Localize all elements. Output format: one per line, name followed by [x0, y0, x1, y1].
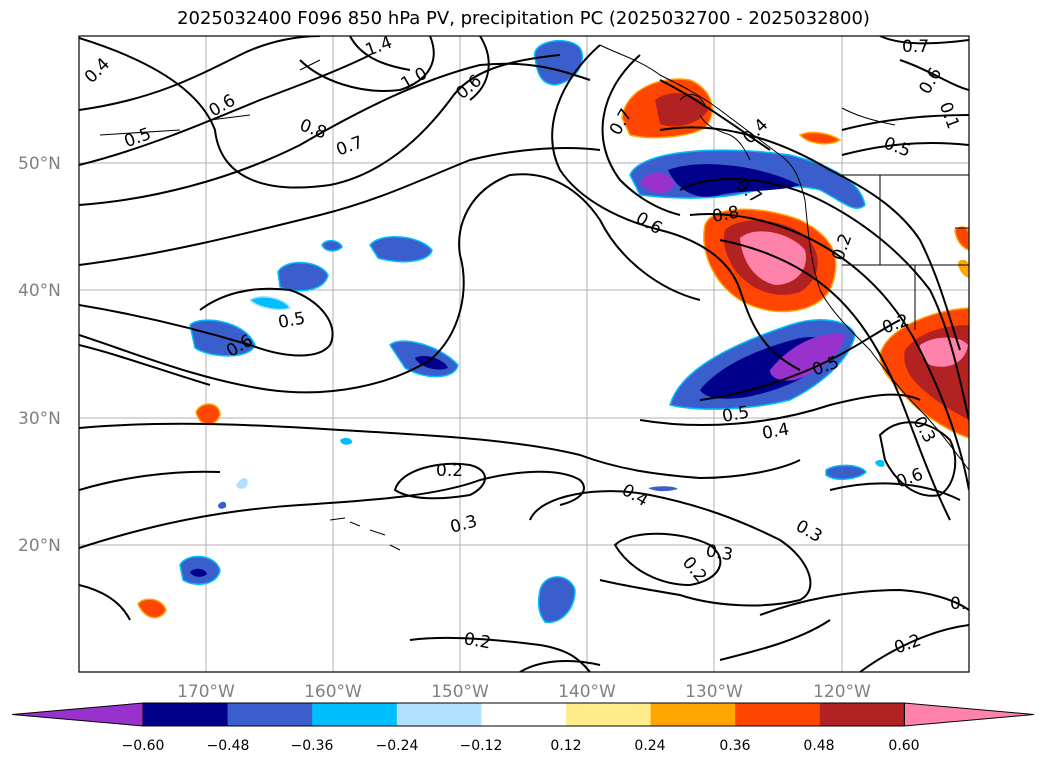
colorbar-cell: [227, 703, 313, 726]
colorbar-cell: [819, 703, 905, 726]
lat-label: 30°N: [18, 409, 61, 429]
contour-label: 0.2: [462, 629, 492, 653]
positive-precip-pc-shading: [137, 78, 969, 619]
colorbar-extend-high: [903, 702, 1035, 727]
colorbar-cell: [566, 703, 652, 726]
contour-label: 0.2: [436, 461, 463, 481]
lon-label: 160°W: [304, 682, 362, 702]
pv-contours: [79, 36, 969, 672]
colorbar-cell: [143, 703, 229, 726]
map-title: 2025032400 F096 850 hPa PV, precipitatio…: [177, 8, 870, 29]
lon-label: 130°W: [685, 682, 743, 702]
lon-label: 120°W: [813, 682, 871, 702]
colorbar-tick-label: 0.36: [719, 738, 750, 754]
contour-label: 0.8: [711, 203, 741, 227]
contour-label: 0.: [950, 594, 966, 614]
contour-label: 0.5: [721, 403, 751, 427]
contour-label: 0.3: [704, 541, 734, 565]
lat-label: 20°N: [18, 536, 61, 556]
lon-label: 170°W: [177, 682, 235, 702]
contour-label: 0.7: [902, 37, 929, 57]
colorbar-tick-label: 0.12: [550, 738, 581, 754]
lon-label: 150°W: [431, 682, 489, 702]
colorbar-tick-label: −0.60: [122, 738, 165, 754]
colorbar-tick-label: 0.24: [634, 738, 665, 754]
latitude-labels: 50°N 40°N 30°N 20°N: [18, 154, 61, 556]
colorbar-tick-label: −0.12: [460, 738, 503, 754]
colorbar-tick-label: −0.24: [376, 738, 419, 754]
colorbar-tick-label: −0.36: [291, 738, 334, 754]
lat-label: 50°N: [18, 154, 61, 174]
colorbar-cell: [312, 703, 398, 726]
contour-label: 0.4: [761, 420, 791, 444]
colorbar-tick-label: 0.48: [803, 738, 834, 754]
contour-label: 0.5: [277, 309, 307, 333]
colorbar-tick-label: −0.48: [207, 738, 250, 754]
coastlines: [99, 44, 969, 551]
map-frame: [78, 35, 970, 673]
colorbar-extend-low: [11, 702, 144, 727]
colorbar-outline: [142, 702, 905, 727]
colorbar-cell: [735, 703, 821, 726]
gridlines: [79, 36, 969, 672]
lon-label: 140°W: [558, 682, 616, 702]
longitude-labels: 170°W 160°W 150°W 140°W 130°W 120°W: [177, 682, 871, 702]
colorbar-cell: [650, 703, 736, 726]
colorbar: −0.60 −0.48 −0.36 −0.24 −0.12 0.12 0.24 …: [11, 702, 1035, 754]
colorbar-cell: [396, 703, 482, 726]
colorbar-cell: [481, 703, 567, 726]
colorbar-tick-label: 0.60: [888, 738, 919, 754]
lat-label: 40°N: [18, 281, 61, 301]
